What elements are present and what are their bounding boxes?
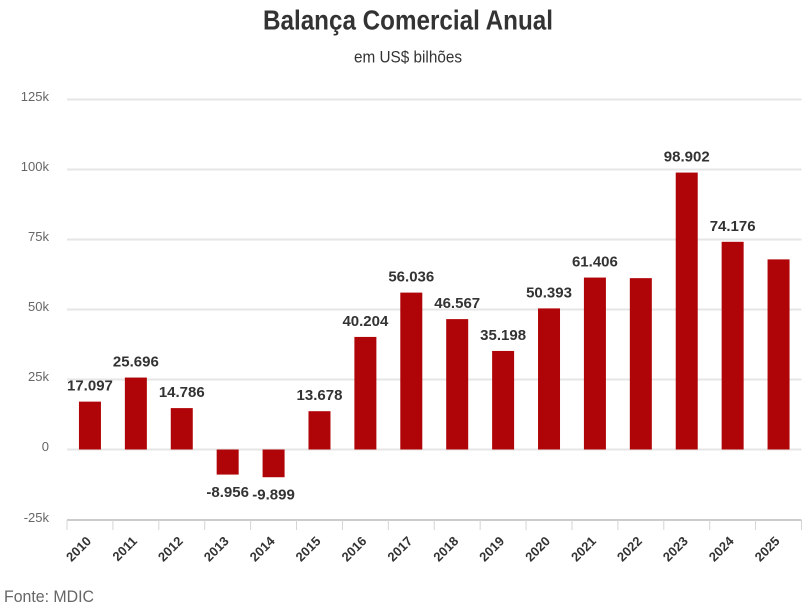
svg-text:em US$ bilhões: em US$ bilhões [354, 48, 462, 67]
svg-text:56.036: 56.036 [388, 269, 434, 286]
svg-text:46.567: 46.567 [434, 295, 480, 312]
svg-text:-9.899: -9.899 [252, 487, 295, 504]
svg-text:13.678: 13.678 [297, 387, 343, 404]
svg-text:-8.956: -8.956 [206, 484, 249, 501]
svg-text:25.696: 25.696 [113, 354, 159, 371]
svg-text:Fonte: MDIC: Fonte: MDIC [4, 587, 94, 606]
svg-text:125k: 125k [21, 89, 50, 104]
svg-text:98.902: 98.902 [664, 149, 710, 166]
svg-text:25k: 25k [28, 369, 49, 384]
svg-text:-25k: -25k [24, 510, 50, 525]
svg-text:100k: 100k [21, 159, 50, 174]
svg-text:74.176: 74.176 [710, 218, 756, 235]
svg-text:17.097: 17.097 [67, 378, 113, 395]
svg-text:40.204: 40.204 [342, 313, 389, 330]
svg-text:Balança Comercial Anual: Balança Comercial Anual [263, 5, 553, 36]
svg-text:75k: 75k [28, 229, 49, 244]
svg-text:14.786: 14.786 [159, 384, 205, 401]
svg-text:50k: 50k [28, 299, 49, 314]
svg-text:35.198: 35.198 [480, 327, 526, 344]
svg-text:0: 0 [42, 439, 49, 454]
svg-text:50.393: 50.393 [526, 284, 572, 301]
svg-text:61.406: 61.406 [572, 254, 618, 271]
